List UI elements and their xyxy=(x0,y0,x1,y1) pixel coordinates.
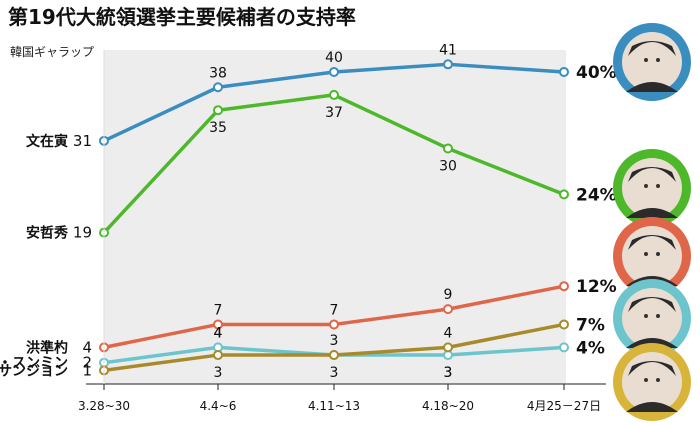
data-point xyxy=(329,350,339,361)
data-point xyxy=(559,189,569,200)
portrait-eye xyxy=(644,184,648,188)
data-point xyxy=(329,89,339,100)
data-label: 41 xyxy=(439,42,457,58)
portrait-hair xyxy=(628,297,676,312)
data-point xyxy=(213,319,223,330)
portrait-eye xyxy=(644,378,648,382)
series-name-label: シム・サンジョン xyxy=(0,363,68,379)
data-label: 7 xyxy=(214,302,223,318)
data-label: 3 xyxy=(330,333,339,349)
data-point xyxy=(559,281,569,292)
series-name-label: 洪準杓 xyxy=(26,339,68,356)
data-label: 37 xyxy=(325,105,343,121)
data-label: 3 xyxy=(330,365,339,381)
data-point xyxy=(213,350,223,361)
portrait-eye xyxy=(644,58,648,62)
data-point xyxy=(559,66,569,77)
chart-subtitle: 韓国ギャラップ xyxy=(10,45,94,59)
series-end-value: 40% xyxy=(576,63,617,83)
portrait-eye xyxy=(656,314,660,318)
series-name-label: 文在寅 xyxy=(26,133,68,150)
portrait-suit xyxy=(626,208,678,218)
x-tick-label: 4.4~6 xyxy=(200,399,237,413)
data-point xyxy=(443,59,453,70)
series-start-value: 2 xyxy=(82,354,92,372)
data-label: 40 xyxy=(325,50,343,66)
x-tick-label: 4.11~13 xyxy=(308,399,360,413)
candidate-portrait xyxy=(613,149,691,227)
series-end-value: 7% xyxy=(576,315,605,335)
portrait-hair xyxy=(628,41,676,56)
data-label: 35 xyxy=(209,120,227,136)
portrait-eye xyxy=(656,184,660,188)
data-label: 3 xyxy=(444,365,453,381)
series-end-value: 12% xyxy=(576,277,617,297)
data-point xyxy=(443,342,453,353)
chart-title: 第19代大統領選挙主要候補者の支持率 xyxy=(8,5,356,29)
data-label: 4 xyxy=(214,325,223,341)
portrait-eye xyxy=(656,378,660,382)
x-tick-label: 4月25－27日 xyxy=(527,399,601,413)
series-start-value: 4 xyxy=(82,338,92,356)
data-point xyxy=(213,82,223,93)
portrait-eye xyxy=(656,252,660,256)
series-start-value: 19 xyxy=(73,224,92,242)
data-label: 9 xyxy=(444,287,453,303)
portrait-hair xyxy=(628,235,676,250)
data-point xyxy=(559,342,569,353)
candidate-portrait xyxy=(613,23,691,101)
data-label: 4 xyxy=(444,325,453,341)
data-label: 3 xyxy=(214,365,223,381)
portrait-hair xyxy=(628,361,676,376)
data-point xyxy=(213,105,223,116)
x-tick-label: 3.28~30 xyxy=(78,399,130,413)
series-end-value: 4% xyxy=(576,338,605,358)
data-label: 7 xyxy=(330,302,339,318)
data-label: 30 xyxy=(439,158,457,174)
data-point xyxy=(443,304,453,315)
x-tick-label: 4.18~20 xyxy=(422,399,474,413)
data-point xyxy=(329,319,339,330)
portrait-hair xyxy=(628,167,676,182)
candidate-portrait xyxy=(613,343,691,421)
series-name-label: ユ・スンミン xyxy=(0,356,68,372)
data-label: 4 xyxy=(214,325,223,341)
data-label: 3 xyxy=(444,365,453,381)
data-point xyxy=(559,319,569,330)
data-label: 38 xyxy=(209,65,227,81)
data-point xyxy=(329,66,339,77)
data-point xyxy=(443,143,453,154)
portrait-eye xyxy=(644,252,648,256)
series-start-value: 1 xyxy=(82,361,92,379)
portrait-suit xyxy=(626,402,678,412)
portrait-eye xyxy=(656,58,660,62)
portrait-suit xyxy=(626,82,678,92)
series-name-label: 安哲秀 xyxy=(26,225,69,242)
series-start-value: 31 xyxy=(73,132,92,150)
series-end-value: 24% xyxy=(576,185,617,205)
portrait-eye xyxy=(644,314,648,318)
